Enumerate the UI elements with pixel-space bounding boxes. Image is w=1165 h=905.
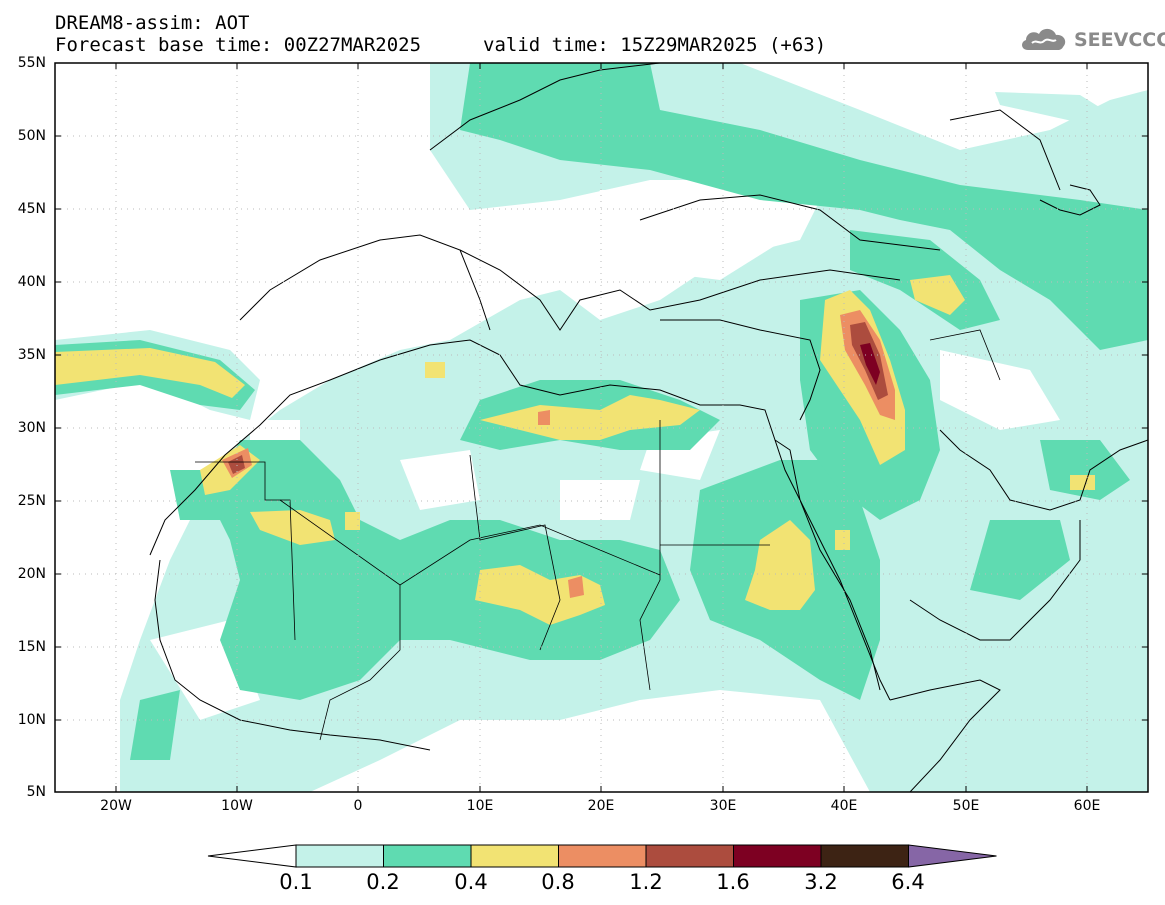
colorbar-label: 6.4: [891, 870, 925, 894]
lon-label: 50E: [952, 798, 980, 814]
lat-label: 35N: [17, 347, 46, 363]
lon-label: 30E: [709, 798, 737, 814]
colorbar-label: 0.8: [541, 870, 575, 894]
colorbar-label: 3.2: [804, 870, 838, 894]
colorbar-label: 1.6: [716, 870, 750, 894]
lon-label: 20W: [100, 798, 132, 814]
aot-field: [55, 63, 1148, 792]
lat-label: 30N: [17, 420, 46, 436]
colorbar-label: 0.4: [454, 870, 488, 894]
lon-label: 20E: [587, 798, 615, 814]
lat-label: 55N: [17, 55, 46, 71]
colorbar-label: 0.1: [279, 870, 313, 894]
colorbar-label: 1.2: [629, 870, 663, 894]
lat-label: 25N: [17, 493, 46, 509]
coastlines: [149, 63, 1148, 792]
logo-text: SEEVCCC: [1074, 29, 1165, 51]
lat-label: 45N: [17, 201, 46, 217]
lon-label: 10E: [466, 798, 494, 814]
cloud-icon: [1022, 28, 1066, 50]
lat-label: 50N: [17, 128, 46, 144]
lat-label: 15N: [17, 639, 46, 655]
lon-label: 40E: [830, 798, 858, 814]
colorbar-label: 0.2: [366, 870, 400, 894]
lon-label: 10W: [221, 798, 253, 814]
valid-time: valid time: 15Z29MAR2025 (+63): [483, 34, 827, 56]
lat-label: 10N: [17, 712, 46, 728]
seevccc-logo: SEEVCCC: [1018, 22, 1165, 58]
borders: [195, 329, 1001, 741]
lon-label: 60E: [1073, 798, 1101, 814]
lon-label: 0: [353, 798, 363, 814]
map-title: DREAM8-assim: AOT: [55, 12, 250, 34]
grid: [55, 63, 1148, 792]
base-time: Forecast base time: 00Z27MAR2025: [55, 34, 422, 56]
lat-label: 40N: [17, 274, 46, 290]
lat-label: 20N: [17, 566, 46, 582]
lat-label: 5N: [26, 784, 46, 800]
